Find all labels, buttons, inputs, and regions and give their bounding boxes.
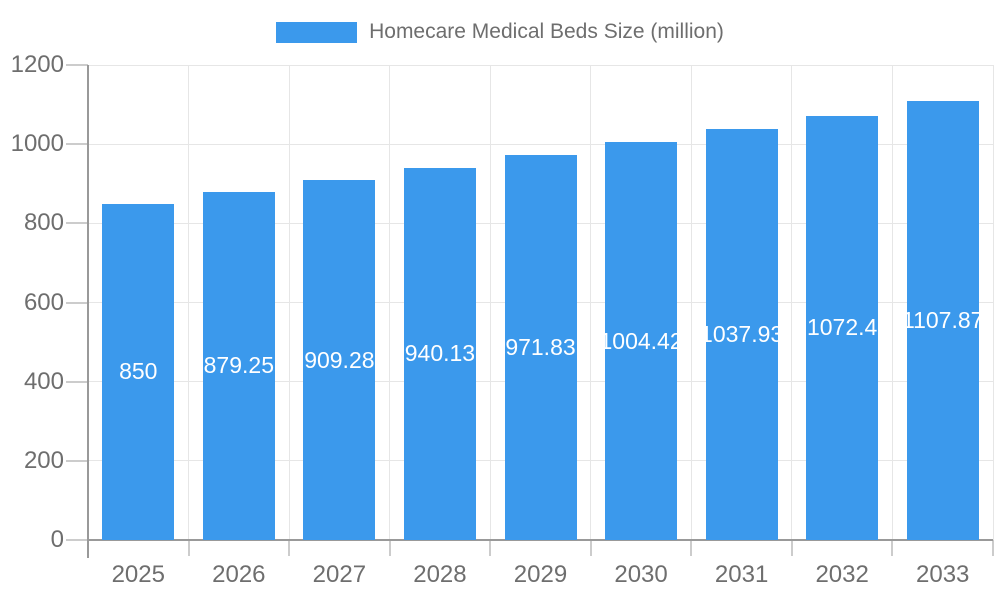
x-axis-tick [489,540,492,556]
x-axis-tick [187,540,190,556]
bar-value-label: 1004.42 [605,327,678,354]
y-axis-tick-label: 1000 [10,130,64,158]
x-axis-category-label: 2029 [513,561,568,588]
y-axis-tick [66,222,88,225]
y-axis-tick-label: 200 [23,446,64,474]
bar-value-label: 971.83 [505,334,576,361]
legend-swatch-icon [276,21,358,43]
x-gridline [188,65,190,540]
y-axis-tick [66,64,88,66]
bar-2027[interactable]: 909.28 [303,180,376,540]
x-axis-category-label: 2028 [413,561,467,588]
bar-value-label: 1072.4 [806,314,878,341]
x-axis-line [88,539,993,541]
x-axis-tick [690,540,693,556]
x-axis-category-label: 2026 [212,561,266,588]
bar-2026[interactable]: 879.25 [202,191,275,540]
y-axis-tick-label: 600 [23,288,64,316]
x-gridline [690,65,692,540]
x-axis-tick [891,540,894,556]
x-gridline [590,65,592,540]
bar-value-label: 1037.93 [705,321,778,348]
y-axis-tick-label: 0 [50,526,64,553]
bar-2025[interactable]: 850 [102,203,175,540]
y-axis-tick-label: 1200 [10,51,64,78]
y-gridline [88,64,993,66]
x-gridline [489,65,491,540]
x-axis-tick [790,540,793,556]
bar-2032[interactable]: 1072.4 [806,115,879,540]
bar-2030[interactable]: 1004.42 [605,142,678,540]
y-axis-tick [66,539,88,541]
x-gridline [389,65,391,540]
bar-value-label: 879.25 [203,352,274,379]
x-axis-category-label: 2027 [312,561,367,588]
x-axis-category-label: 2025 [111,561,165,588]
bar-value-label: 850 [119,358,158,385]
bar-value-label: 909.28 [304,346,375,373]
y-axis-tick-label: 800 [23,209,64,237]
x-axis-category-label: 2033 [916,561,970,588]
bar-2028[interactable]: 940.13 [403,167,476,540]
y-gridline [88,143,993,145]
x-axis-tick [288,540,291,556]
legend-series-label: Homecare Medical Beds Size (million) [369,20,724,43]
x-gridline [891,65,893,540]
y-axis-tick [66,459,88,462]
bar-value-label: 940.13 [404,340,476,367]
x-axis-tick [992,540,994,556]
y-axis-tick [66,380,88,383]
x-axis-tick [589,540,592,556]
y-axis-line [87,65,89,558]
x-gridline [992,65,994,540]
y-axis-tick [66,143,88,146]
x-axis-category-label: 2030 [614,561,668,588]
x-gridline [288,65,290,540]
x-axis-category-label: 2032 [815,561,869,588]
legend[interactable]: Homecare Medical Beds Size (million) [0,21,1000,43]
x-gridline [791,65,793,540]
bar-2029[interactable]: 971.83 [504,155,577,540]
x-axis-category-label: 2031 [714,561,769,588]
y-axis-tick-label: 400 [23,367,64,395]
x-axis-tick [388,540,391,556]
bar-2031[interactable]: 1037.93 [705,129,778,540]
y-axis-tick [66,301,88,304]
